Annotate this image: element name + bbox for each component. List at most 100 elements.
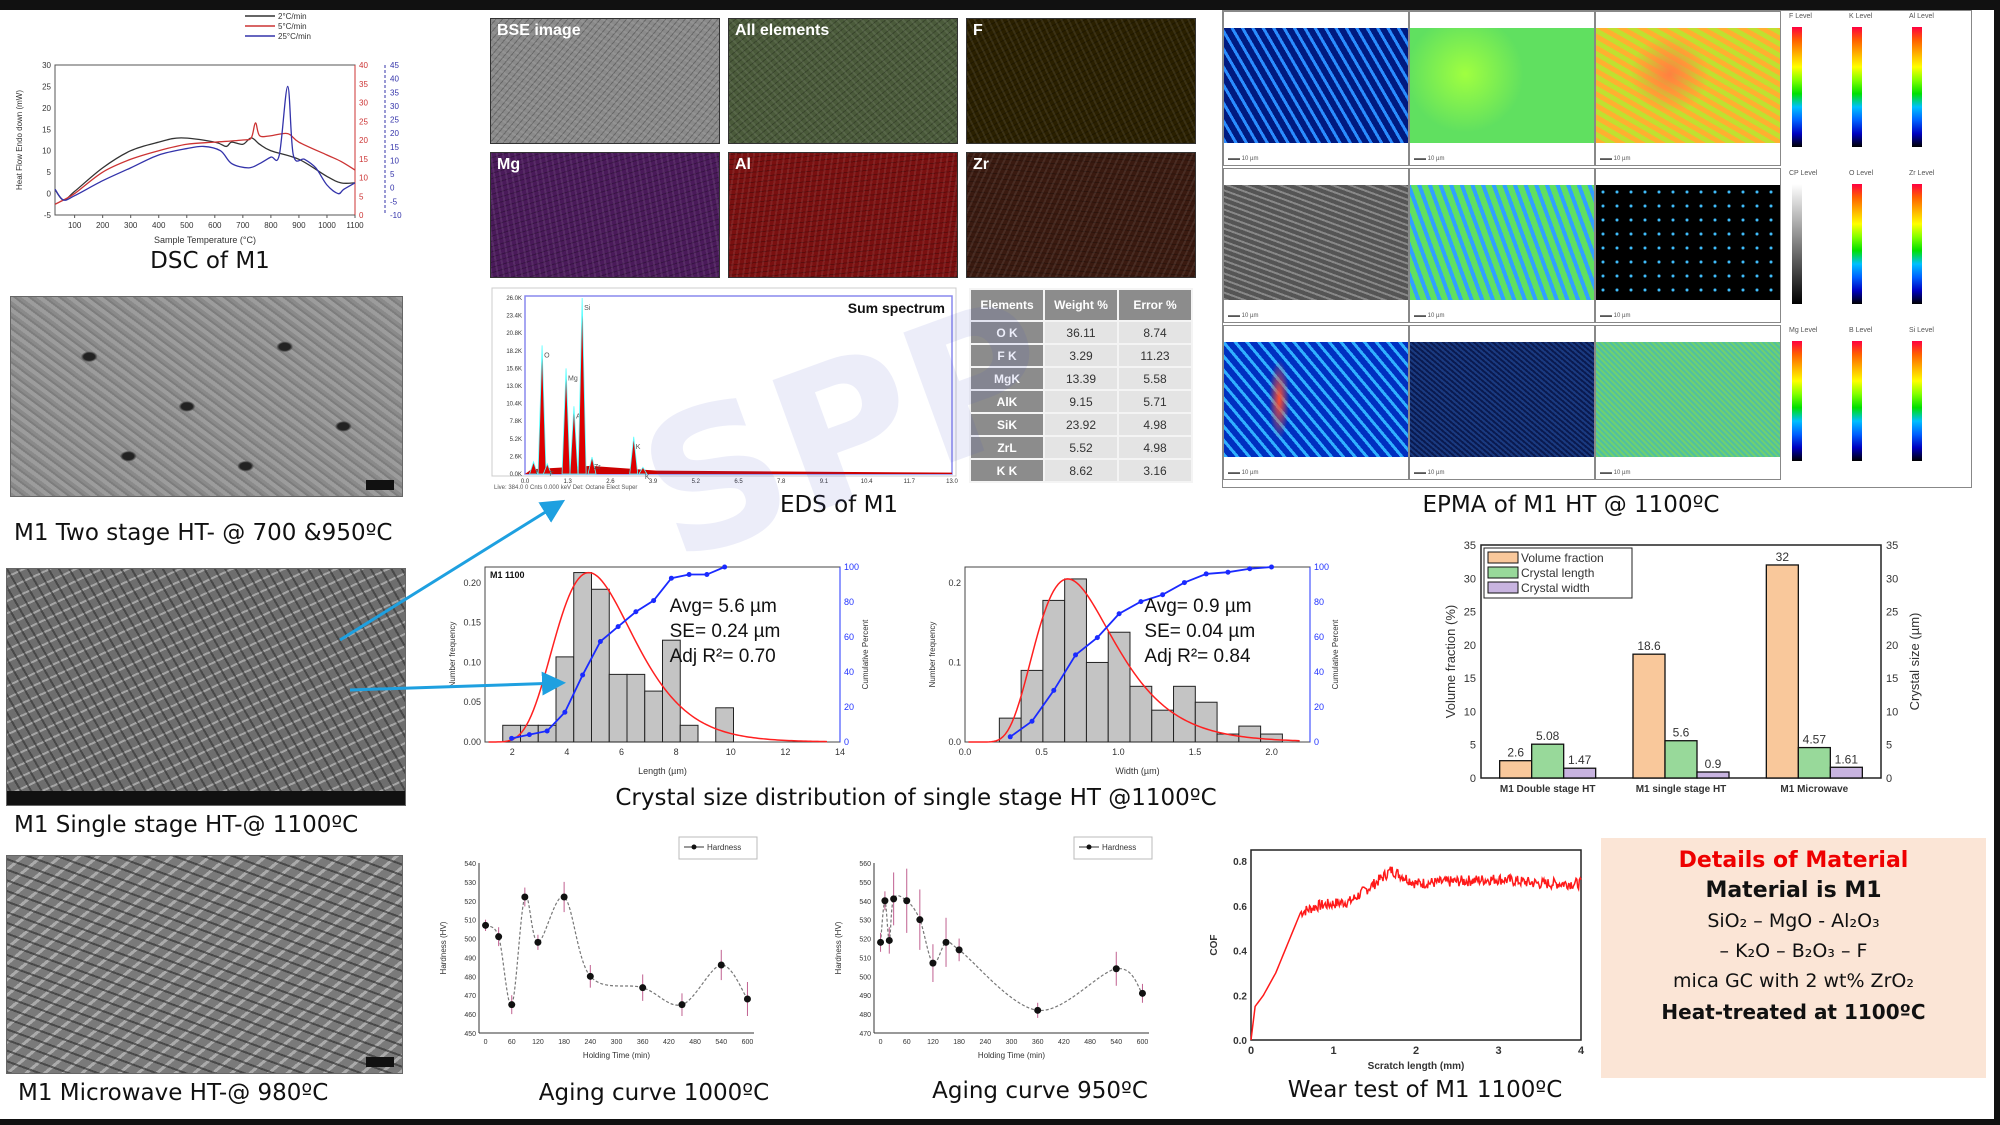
- cumulative-point: [526, 732, 532, 738]
- eds-map-zr: Zr: [966, 152, 1196, 278]
- details-title: Details of Material: [1678, 848, 1909, 873]
- x-tick-label: 0.0: [521, 479, 530, 485]
- bar-value-label: 5.08: [1536, 729, 1560, 743]
- epma-panel: ▬▬ 10 µm F Level ▬▬ 10 µm K Level ▬▬ 10 µm Al…: [1222, 10, 1972, 488]
- right-border: [1994, 0, 2000, 1125]
- wear-test-chart: 0 1 2 3 4 0.0 0.2 0.4 0.6 0.8 Scratch length (mm) C…: [1209, 849, 1585, 1072]
- table-row: AlK 9.15 5.71: [971, 391, 1191, 412]
- peak-label: Si: [584, 305, 591, 312]
- y3-tick-label: 5: [390, 170, 395, 179]
- header-elements: Elements: [971, 290, 1043, 320]
- y2-tick-label: 5: [1886, 740, 1892, 752]
- scale-bar: ▬▬ 10 µm: [1600, 313, 1631, 319]
- sem-image-microwave: [6, 855, 403, 1074]
- spectrum-peak: [537, 345, 547, 475]
- cumulative-point: [1073, 652, 1079, 658]
- spectrum-footer: Live: 384.0 0 Cnts 0.000 keV Det: Octane…: [494, 485, 637, 491]
- element-cell: K K: [971, 460, 1043, 481]
- x-tick-label: 10.4: [861, 479, 873, 485]
- y-tick-label: 0.2: [948, 578, 961, 588]
- histogram-bar: [1042, 599, 1066, 743]
- peak-label: K: [645, 474, 650, 481]
- y-axis-label: Number frequency: [928, 622, 937, 688]
- y2-tick-label: 20: [1314, 702, 1324, 712]
- x-tick-label: 120: [927, 1039, 939, 1046]
- y-tick-label: 520: [464, 899, 476, 906]
- y-tick-label: 23.4K: [506, 314, 522, 320]
- x-tick-label: 700: [236, 221, 250, 230]
- y3-tick-label: -5: [390, 197, 398, 206]
- legend-label: 25°C/min: [278, 32, 311, 41]
- category-label: M1 Microwave: [1780, 784, 1848, 795]
- data-point: [678, 1001, 686, 1009]
- x-tick-label: 360: [1032, 1039, 1044, 1046]
- x-tick-label: 360: [637, 1039, 649, 1046]
- histogram-bar: [1194, 701, 1218, 743]
- weight-cell: 9.15: [1045, 391, 1117, 412]
- y-tick-label: 20: [1464, 640, 1476, 652]
- y-tick-label: 35: [1464, 540, 1476, 552]
- element-cell: ZrL: [971, 437, 1043, 458]
- x-tick-label: 1: [1330, 1045, 1336, 1057]
- dsc-series-line: [54, 122, 356, 205]
- x-tick-label: 60: [508, 1039, 516, 1046]
- table-row: ZrL 5.52 4.98: [971, 437, 1191, 458]
- x-axis-label: Width (µm): [1115, 766, 1159, 776]
- y-tick-label: 20.8K: [506, 331, 522, 337]
- x-tick-label: 3: [1495, 1045, 1501, 1057]
- scale-bar: ▬▬ 10 µm: [1414, 470, 1445, 476]
- y3-tick-label: 10: [390, 156, 399, 165]
- x-tick-label: 300: [124, 221, 138, 230]
- y-tick-label: 0.4: [1233, 947, 1247, 958]
- epma-map-k: ▬▬ 10 µm: [1409, 11, 1595, 166]
- histogram-bar: [591, 588, 610, 743]
- y-tick-label: 510: [464, 918, 476, 925]
- y-tick-label: 10.4K: [506, 402, 522, 408]
- scale-bar: ▬▬ 10 µm: [1600, 470, 1631, 476]
- data-point: [508, 1001, 516, 1009]
- wear-caption: Wear test of M1 1100ºC: [1287, 1077, 1563, 1103]
- y3-tick-label: 35: [390, 88, 399, 97]
- y2-tick-label: 5: [359, 192, 364, 201]
- peak-label: F: [549, 471, 553, 478]
- bar: [1765, 564, 1799, 779]
- eds-map-f: F: [966, 18, 1196, 144]
- histogram-bar: [1085, 661, 1109, 743]
- y-tick-label: 2.6K: [510, 454, 522, 460]
- y3-tick-label: 30: [390, 102, 399, 111]
- y-tick-label: 25: [1464, 607, 1476, 619]
- color-scale-bar: [1912, 184, 1922, 304]
- aging950-caption: Aging curve 950ºC: [932, 1078, 1148, 1104]
- y-tick-label: 510: [859, 955, 871, 962]
- aging-1000-chart: 0 60 120 180 240 300 360 420 480 540 600 450 460 470 4…: [439, 836, 758, 1060]
- cumulative-point: [1116, 611, 1122, 617]
- legend-swatch: [1487, 566, 1519, 579]
- scale-bar: ▬▬ 10 µm: [1414, 156, 1445, 162]
- x-tick-label: 300: [611, 1039, 623, 1046]
- bar: [1664, 740, 1698, 779]
- x-tick-label: 200: [96, 221, 110, 230]
- spectrum-title: Sum spectrum: [848, 300, 945, 316]
- bar: [1531, 743, 1565, 779]
- sem-single-caption: M1 Single stage HT-@ 1100ºC: [14, 812, 359, 838]
- y-tick-label: 15.6K: [506, 366, 522, 372]
- epma-map-zr: ▬▬ 10 µm: [1595, 168, 1781, 323]
- legend-box: [678, 836, 758, 860]
- details-formula-2: – K₂O – B₂O₃ – F: [1719, 940, 1868, 962]
- x-tick-label: 4: [1578, 1045, 1585, 1057]
- cumulative-point: [1225, 569, 1231, 575]
- weight-cell: 3.29: [1045, 345, 1117, 366]
- material-details-box: Details of Material Material is M1 SiO₂ …: [1601, 838, 1986, 1078]
- color-legend-header: K Level: [1849, 13, 1873, 20]
- color-legend-header: Mg Level: [1789, 327, 1818, 334]
- weight-cell: 23.92: [1045, 414, 1117, 435]
- epma-map-image: [1224, 185, 1408, 300]
- y-tick-label: 480: [464, 974, 476, 981]
- legend-label: Volume fraction: [1521, 551, 1604, 565]
- histogram-bar: [1238, 725, 1262, 743]
- x-tick-label: 1.3: [564, 479, 573, 485]
- stat-label: Adj R²= 0.70: [670, 646, 776, 667]
- x-tick-label: 600: [208, 221, 222, 230]
- table-row: F K 3.29 11.23: [971, 345, 1191, 366]
- legend-label: 5°C/min: [278, 22, 307, 31]
